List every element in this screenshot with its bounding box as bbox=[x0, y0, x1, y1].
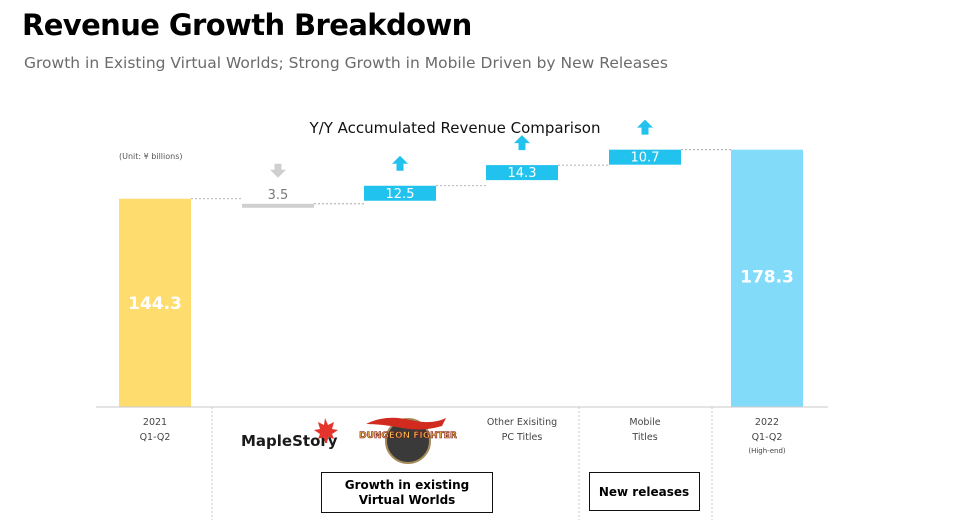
down-arrow-icon bbox=[270, 163, 286, 178]
category-label: 2021 bbox=[143, 417, 167, 428]
page-subtitle: Growth in Existing Virtual Worlds; Stron… bbox=[24, 54, 668, 72]
total-value-label: 144.3 bbox=[128, 294, 182, 314]
category-label: 2022 bbox=[755, 417, 779, 428]
total-bar bbox=[119, 198, 191, 407]
growth-group-box bbox=[321, 472, 493, 513]
delta-bar bbox=[486, 165, 558, 181]
up-arrow-icon bbox=[637, 119, 653, 135]
up-arrow-icon bbox=[392, 155, 408, 171]
category-separators bbox=[211, 407, 713, 520]
category-labels: 2021 Q1-Q2 Other Exisiting PC Titles Mobile T… bbox=[140, 417, 786, 455]
unit-label: (Unit: ¥ billions) bbox=[119, 152, 183, 161]
chart-title: Y/Y Accumulated Revenue Comparison bbox=[309, 119, 601, 137]
connector-lines bbox=[191, 149, 731, 205]
new-releases-group-label: New releases bbox=[599, 485, 689, 499]
delta-value-label: 3.5 bbox=[268, 188, 289, 203]
delta-bar bbox=[609, 149, 681, 165]
page-title: Revenue Growth Breakdown bbox=[22, 8, 472, 42]
up-arrow-icon bbox=[514, 135, 530, 151]
delta-value-label: 10.7 bbox=[631, 151, 660, 166]
delta-value-label: 14.3 bbox=[508, 166, 537, 181]
delta-bar bbox=[364, 185, 436, 201]
growth-group-label: Virtual Worlds bbox=[359, 493, 456, 507]
delta-value-label: 12.5 bbox=[386, 187, 415, 202]
dungeon-fighter-swoosh-icon bbox=[366, 417, 446, 430]
category-label: Q1-Q2 bbox=[752, 432, 783, 443]
direction-arrows bbox=[270, 119, 653, 178]
total-bar bbox=[731, 149, 803, 407]
total-value-label: 178.3 bbox=[740, 267, 794, 287]
category-label: Other Exisiting bbox=[487, 417, 557, 428]
category-label: Titles bbox=[631, 432, 657, 443]
maplestory-logo: MapleStory bbox=[241, 432, 338, 450]
category-label: Q1-Q2 bbox=[140, 432, 171, 443]
game-logos: MapleStory DUNGEON FIGHTER bbox=[241, 417, 457, 464]
category-label: PC Titles bbox=[502, 432, 543, 443]
bar-value-labels: 144.3 3.5 12.5 14.3 10.7 178.3 bbox=[128, 151, 794, 314]
category-label: (High-end) bbox=[748, 447, 786, 455]
bars bbox=[119, 149, 803, 407]
growth-group-label: Growth in existing bbox=[345, 478, 470, 492]
maple-leaf-icon bbox=[314, 418, 338, 443]
dungeon-fighter-logo: DUNGEON FIGHTER bbox=[359, 431, 457, 441]
delta-bar bbox=[242, 203, 314, 208]
category-label: Mobile bbox=[629, 417, 660, 428]
dungeon-fighter-emblem-icon bbox=[385, 418, 431, 464]
new-releases-group-box bbox=[589, 472, 700, 511]
